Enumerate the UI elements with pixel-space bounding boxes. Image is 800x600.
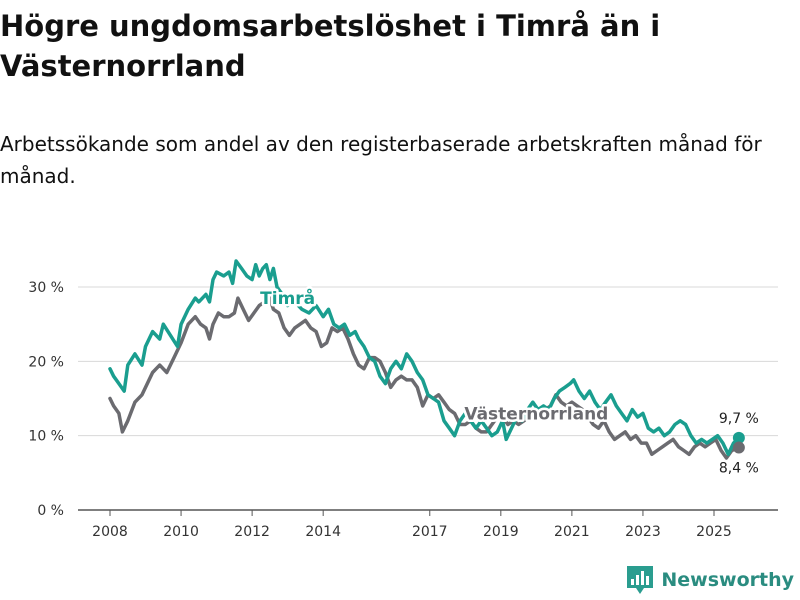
x-tick-label: 2023	[625, 524, 661, 540]
chart-subtitle: Arbetssökande som andel av den registerb…	[0, 132, 762, 188]
x-tick-label: 2025	[696, 524, 732, 540]
y-tick-label: 10 %	[28, 429, 64, 445]
bar-chart-logo-icon	[627, 566, 654, 594]
timra-end-label: 9,7 %	[719, 411, 759, 427]
y-gridlines	[78, 286, 778, 511]
vasternorrland-end-point	[732, 441, 745, 454]
brand-name: Newsworthy	[661, 569, 794, 591]
y-tick-label: 0 %	[37, 503, 64, 519]
y-tick-label: 30 %	[28, 280, 64, 296]
x-axis: 2008 2010 2012 2014 2017 2019 2021 2023 2025	[92, 510, 732, 540]
newsworthy-brand[interactable]: Newsworthy	[627, 566, 794, 594]
timra-end-point	[732, 431, 745, 444]
timra-line	[108, 259, 741, 457]
x-tick-label: 2008	[92, 524, 128, 540]
x-tick-label: 2019	[483, 524, 519, 540]
x-tick-label: 2014	[305, 524, 341, 540]
x-tick-label: 2010	[163, 524, 199, 540]
page-title: Högre ungdomsarbetslöshet i Timrå än i V…	[0, 9, 661, 83]
x-tick-label: 2021	[554, 524, 590, 540]
vasternorrland-series-label: Västernorrland	[464, 404, 608, 424]
timra-series-label: Timrå	[260, 287, 315, 309]
series-lines	[108, 259, 745, 460]
x-tick-label: 2017	[412, 524, 448, 540]
y-axis-tick-labels: 0 % 10 % 20 % 30 %	[28, 280, 64, 519]
x-tick-label: 2012	[234, 524, 270, 540]
vasternorrland-end-label: 8,4 %	[719, 461, 759, 477]
series-labels: Timrå Västernorrland 9,7 % 8,4 %	[258, 285, 759, 477]
vasternorrland-line	[108, 296, 741, 460]
y-tick-label: 20 %	[28, 354, 64, 370]
